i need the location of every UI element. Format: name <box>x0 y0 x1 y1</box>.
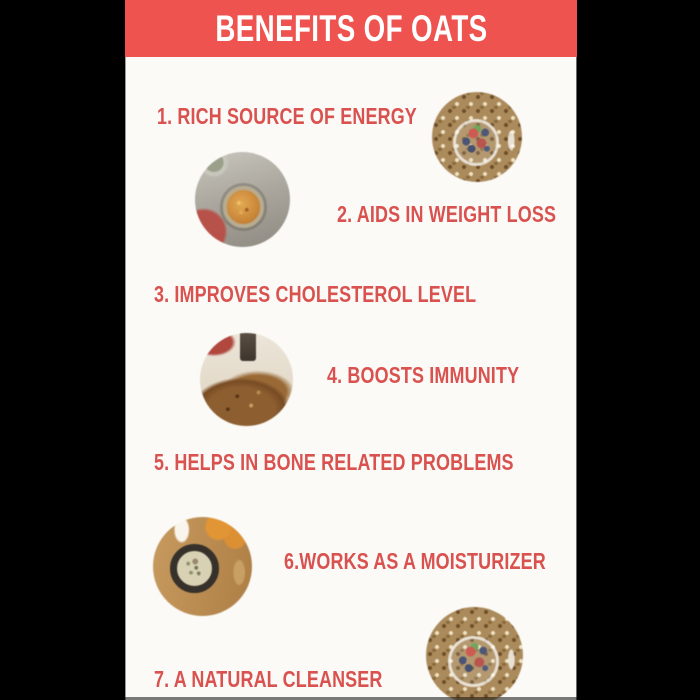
oatmeal-bowl-oranges-photo <box>153 517 252 616</box>
granola-bowl-on-table-photo <box>195 152 290 247</box>
bottom-edge-shade <box>125 697 577 700</box>
granola-berry-bowl-photo-2 <box>426 607 523 700</box>
header-banner: BENEFITS OF OATS <box>125 0 577 57</box>
benefit-label-4: 4. BOOSTS IMMUNITY <box>327 362 520 388</box>
right-letterbox-bar <box>577 0 700 700</box>
benefit-label-6: 6.WORKS AS A MOISTURIZER <box>284 548 546 574</box>
benefit-label-5: 5. HELPS IN BONE RELATED PROBLEMS <box>154 449 514 475</box>
benefit-label-1: 1. RICH SOURCE OF ENERGY <box>157 103 417 129</box>
benefit-label-2: 2. AIDS IN WEIGHT LOSS <box>337 201 557 227</box>
benefit-label-3: 3. IMPROVES CHOLESTEROL LEVEL <box>154 281 477 307</box>
content-panel: BENEFITS OF OATS 1. RICH SOURCE OF ENERG… <box>125 0 577 700</box>
granola-berry-bowl-photo <box>432 92 522 182</box>
benefit-label-7: 7. A NATURAL CLEANSER <box>154 666 383 692</box>
granola-closeup-photo <box>200 333 293 426</box>
page-title: BENEFITS OF OATS <box>214 7 488 49</box>
left-letterbox-bar <box>0 0 125 700</box>
